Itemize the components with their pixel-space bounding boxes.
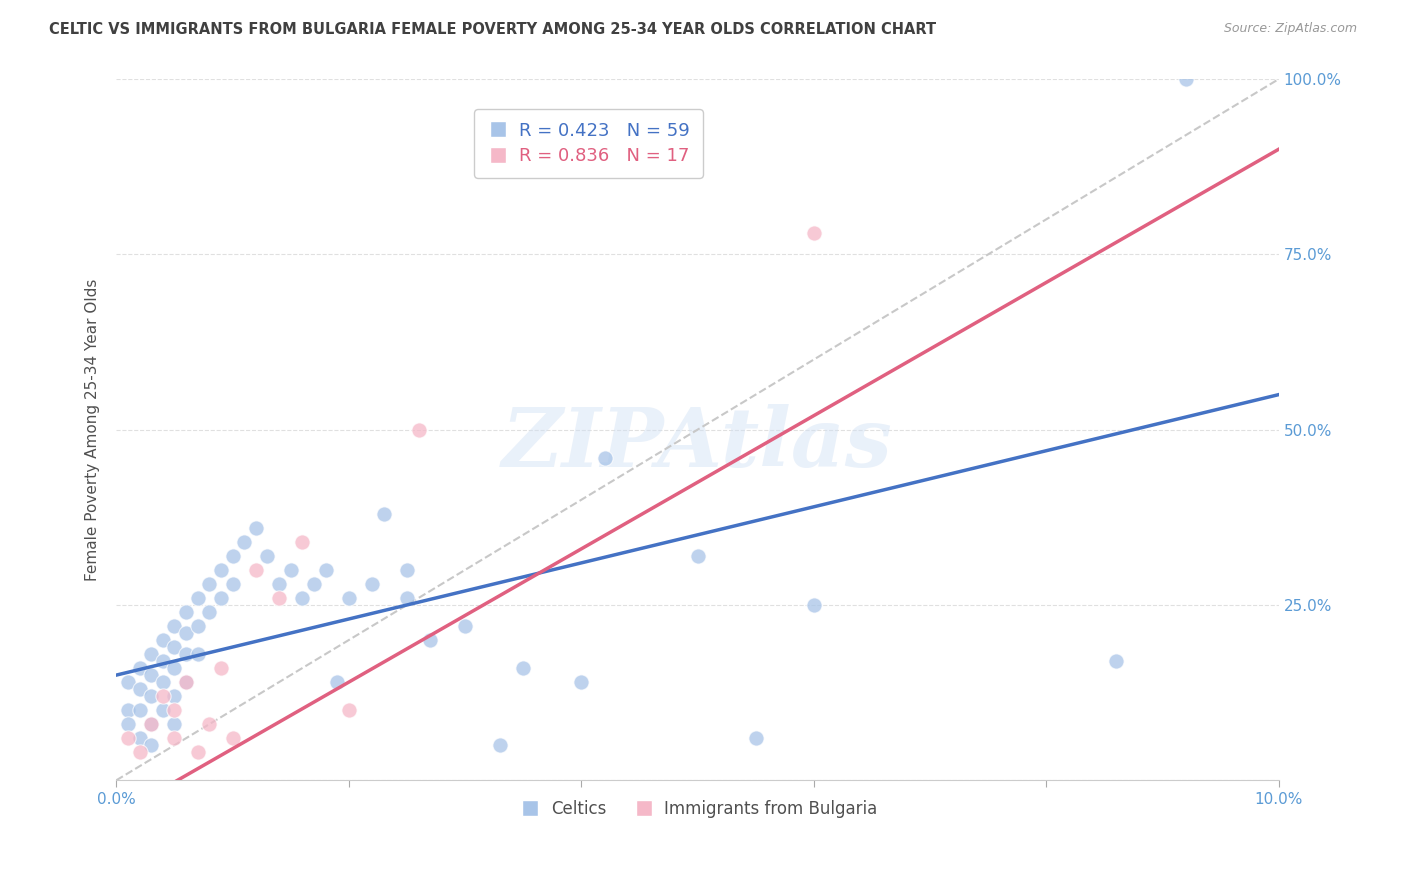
Point bbox=[141, 717, 163, 731]
Point bbox=[221, 731, 243, 746]
Point bbox=[569, 675, 592, 690]
Point bbox=[187, 647, 209, 661]
Point bbox=[152, 633, 174, 648]
Point bbox=[419, 633, 441, 648]
Text: Source: ZipAtlas.com: Source: ZipAtlas.com bbox=[1223, 22, 1357, 36]
Point bbox=[1105, 654, 1128, 668]
Point bbox=[141, 668, 163, 682]
Point bbox=[408, 423, 430, 437]
Point bbox=[141, 717, 163, 731]
Point bbox=[128, 682, 150, 697]
Point bbox=[163, 717, 186, 731]
Point bbox=[267, 577, 290, 591]
Point bbox=[141, 738, 163, 752]
Point bbox=[117, 675, 139, 690]
Point bbox=[163, 661, 186, 675]
Point bbox=[163, 703, 186, 717]
Point bbox=[267, 591, 290, 605]
Point bbox=[256, 549, 278, 563]
Point bbox=[198, 577, 221, 591]
Point bbox=[454, 619, 477, 633]
Point bbox=[128, 731, 150, 746]
Point bbox=[117, 703, 139, 717]
Point bbox=[174, 605, 197, 619]
Point bbox=[803, 598, 825, 612]
Point bbox=[373, 507, 395, 521]
Point bbox=[209, 591, 232, 605]
Point bbox=[163, 689, 186, 703]
Point bbox=[163, 619, 186, 633]
Point bbox=[128, 745, 150, 759]
Point bbox=[174, 675, 197, 690]
Point bbox=[187, 745, 209, 759]
Point bbox=[187, 591, 209, 605]
Y-axis label: Female Poverty Among 25-34 Year Olds: Female Poverty Among 25-34 Year Olds bbox=[86, 278, 100, 581]
Point bbox=[152, 689, 174, 703]
Point bbox=[209, 563, 232, 577]
Point bbox=[174, 626, 197, 640]
Point bbox=[337, 591, 360, 605]
Point bbox=[198, 717, 221, 731]
Point bbox=[187, 619, 209, 633]
Point bbox=[593, 450, 616, 465]
Text: ZIPAtlas: ZIPAtlas bbox=[502, 404, 893, 483]
Point bbox=[128, 703, 150, 717]
Point bbox=[117, 731, 139, 746]
Point bbox=[141, 647, 163, 661]
Point bbox=[152, 703, 174, 717]
Point bbox=[198, 605, 221, 619]
Point bbox=[1174, 72, 1197, 87]
Point bbox=[326, 675, 349, 690]
Point bbox=[315, 563, 337, 577]
Point bbox=[361, 577, 384, 591]
Point bbox=[174, 675, 197, 690]
Point bbox=[280, 563, 302, 577]
Point bbox=[128, 661, 150, 675]
Point bbox=[489, 738, 512, 752]
Point bbox=[291, 534, 314, 549]
Point bbox=[209, 661, 232, 675]
Point bbox=[512, 661, 534, 675]
Point bbox=[395, 563, 418, 577]
Legend: Celtics, Immigrants from Bulgaria: Celtics, Immigrants from Bulgaria bbox=[510, 793, 884, 824]
Point bbox=[686, 549, 709, 563]
Point bbox=[174, 647, 197, 661]
Point bbox=[337, 703, 360, 717]
Point bbox=[803, 227, 825, 241]
Point bbox=[163, 731, 186, 746]
Point bbox=[302, 577, 325, 591]
Point bbox=[245, 563, 267, 577]
Point bbox=[745, 731, 768, 746]
Point bbox=[141, 689, 163, 703]
Point bbox=[395, 591, 418, 605]
Point bbox=[291, 591, 314, 605]
Point bbox=[245, 521, 267, 535]
Point bbox=[163, 640, 186, 654]
Point bbox=[152, 675, 174, 690]
Text: CELTIC VS IMMIGRANTS FROM BULGARIA FEMALE POVERTY AMONG 25-34 YEAR OLDS CORRELAT: CELTIC VS IMMIGRANTS FROM BULGARIA FEMAL… bbox=[49, 22, 936, 37]
Point bbox=[117, 717, 139, 731]
Point bbox=[221, 549, 243, 563]
Point bbox=[221, 577, 243, 591]
Point bbox=[152, 654, 174, 668]
Point bbox=[233, 534, 256, 549]
